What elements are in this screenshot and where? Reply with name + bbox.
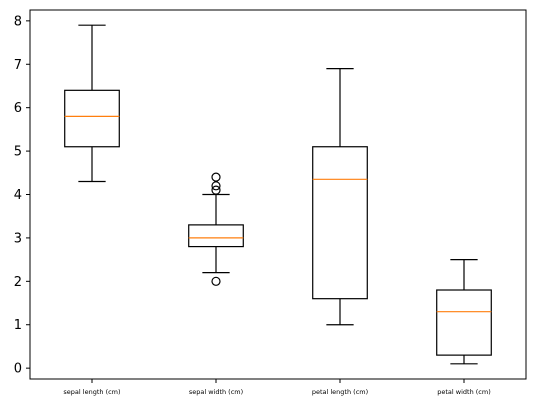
- box-group: [64, 24, 120, 183]
- y-tick-label: 7: [14, 58, 22, 73]
- box-group: [312, 68, 368, 326]
- outlier-point: [211, 172, 221, 182]
- plot-frame: [29, 9, 527, 380]
- y-tick-label: 2: [14, 275, 22, 290]
- y-tick-label: 8: [14, 14, 22, 29]
- y-tick-label: 0: [14, 362, 22, 377]
- iqr-box: [64, 89, 120, 148]
- x-tick-label: petal length (cm): [312, 388, 368, 396]
- x-tick-label: sepal width (cm): [189, 388, 243, 396]
- plot-background: [30, 10, 526, 379]
- x-tick-label: petal width (cm): [437, 388, 491, 396]
- outlier-point: [211, 181, 221, 191]
- box-group: [188, 172, 244, 286]
- y-tick-label: 3: [14, 231, 22, 246]
- x-tick-label: sepal length (cm): [63, 388, 120, 396]
- outlier-point: [211, 276, 221, 286]
- box-group: [436, 259, 492, 365]
- iqr-box: [312, 146, 368, 300]
- iqr-box: [436, 289, 492, 356]
- y-tick-label: 1: [14, 318, 22, 333]
- y-tick-label: 5: [14, 145, 22, 160]
- iqr-box: [188, 224, 244, 248]
- y-tick-label: 6: [14, 101, 22, 116]
- outlier-point: [211, 185, 221, 195]
- y-tick-label: 4: [14, 188, 22, 203]
